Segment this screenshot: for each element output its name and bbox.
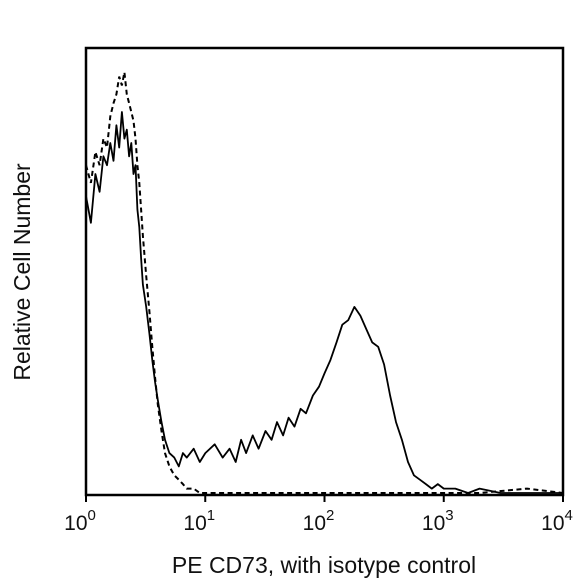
x-tick-label-base: 10 (64, 512, 87, 535)
x-tick-label-base: 10 (183, 512, 206, 535)
x-tick-labels: 100 101 102 103 104 (64, 507, 573, 535)
x-tick-label-1: 101 (183, 507, 215, 535)
x-tick-label-base: 10 (303, 512, 326, 535)
pe-cd73-curve (85, 111, 563, 494)
x-tick-label-0: 100 (64, 507, 96, 535)
isotype-control-curve (85, 72, 564, 494)
x-tick-label-base: 10 (541, 512, 564, 535)
x-tick-label-3: 103 (422, 507, 454, 535)
plot-frame (84, 46, 565, 497)
x-tick-label-base: 10 (422, 512, 445, 535)
x-tick-label-exponent: 4 (565, 507, 573, 524)
x-tick-label-exponent: 0 (88, 507, 96, 524)
x-axis-title: PE CD73, with isotype control (172, 552, 476, 578)
x-tick-label-exponent: 2 (326, 507, 334, 524)
x-tick-label-exponent: 1 (207, 507, 215, 524)
x-tick-label-4: 104 (541, 507, 573, 535)
x-tick-label-exponent: 3 (445, 507, 453, 524)
x-tick-label-2: 102 (303, 507, 335, 535)
y-axis-title: Relative Cell Number (9, 163, 35, 381)
